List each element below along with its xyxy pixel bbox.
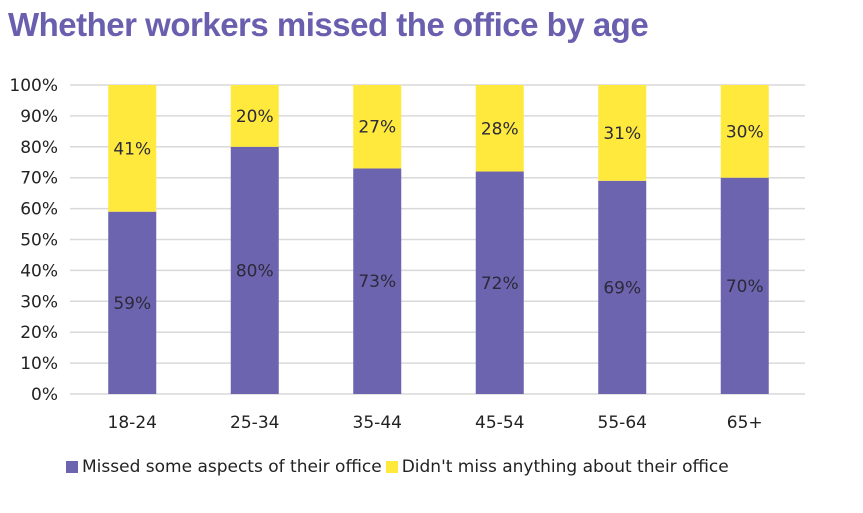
bar-segment [598, 180, 647, 394]
bar-segment [108, 211, 157, 394]
data-label: 28% [481, 119, 519, 139]
x-tick-label: 45-54 [475, 413, 524, 433]
y-tick-label: 100% [9, 76, 58, 96]
y-tick-label: 10% [20, 354, 58, 374]
bar-segment [598, 85, 647, 181]
y-tick-label: 90% [20, 107, 58, 127]
bar-segment [230, 85, 279, 147]
x-tick-label: 65+ [727, 413, 763, 433]
data-label: 69% [603, 278, 641, 298]
data-label: 80% [236, 261, 274, 281]
bar-segment [353, 168, 402, 394]
data-label: 73% [358, 272, 396, 292]
bar-segment [475, 171, 524, 394]
data-label: 30% [726, 122, 764, 142]
bar-segment [353, 85, 402, 169]
y-tick-label: 0% [31, 385, 58, 405]
y-tick-label: 60% [20, 200, 58, 220]
data-label: 70% [726, 277, 764, 297]
bar-segment [720, 177, 769, 394]
legend-item-didnt-miss: Didn't miss anything about their office [385, 457, 729, 477]
chart-title: Whether workers missed the office by age [8, 6, 649, 43]
bar-segment [108, 85, 157, 212]
bar-segment [720, 85, 769, 178]
data-label: 59% [113, 294, 151, 314]
x-tick-label: 55-64 [598, 413, 647, 433]
y-tick-label: 50% [20, 231, 58, 251]
y-tick-label: 80% [20, 138, 58, 158]
legend-label-missed: Missed some aspects of their office [82, 457, 382, 477]
legend: Missed some aspects of their office Didn… [66, 457, 733, 477]
bar-segment [230, 146, 279, 394]
y-tick-label: 20% [20, 323, 58, 343]
legend-label-didnt-miss: Didn't miss anything about their office [401, 457, 729, 477]
y-tick-label: 30% [20, 292, 58, 312]
data-label: 31% [603, 124, 641, 144]
x-tick-label: 35-44 [353, 413, 402, 433]
data-label: 27% [358, 118, 396, 138]
legend-swatch-didnt-miss [385, 461, 398, 473]
data-label: 41% [113, 139, 151, 159]
legend-swatch-missed [66, 461, 78, 473]
legend-item-missed: Missed some aspects of their office [66, 457, 382, 477]
x-tick-label: 18-24 [108, 413, 157, 433]
y-tick-label: 70% [20, 169, 58, 189]
data-label: 72% [481, 274, 519, 294]
y-tick-label: 40% [20, 261, 58, 281]
bar-segment [475, 85, 524, 172]
data-label: 20% [236, 107, 274, 127]
x-tick-label: 25-34 [230, 413, 279, 433]
